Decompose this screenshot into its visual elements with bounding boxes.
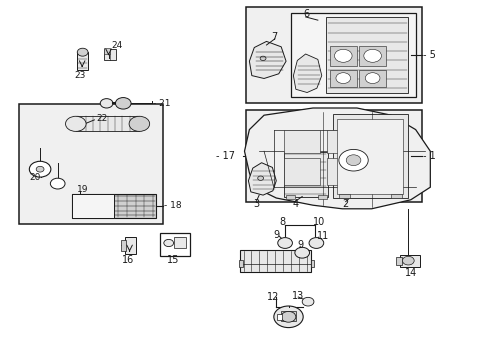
Bar (285, 195, 294, 199)
Bar (280, 311, 296, 321)
Circle shape (281, 311, 295, 322)
Circle shape (29, 161, 51, 177)
Circle shape (302, 297, 313, 306)
Circle shape (273, 306, 303, 328)
Text: 23: 23 (74, 71, 85, 80)
Bar (76, 116, 139, 131)
Bar (338, 194, 349, 198)
Bar (337, 119, 403, 194)
Bar (19, 104, 163, 224)
Text: 22: 22 (96, 114, 107, 122)
Circle shape (115, 98, 131, 109)
Bar (283, 152, 327, 197)
Bar (121, 240, 125, 251)
Circle shape (338, 149, 367, 171)
Text: 24: 24 (111, 41, 122, 50)
Text: 6: 6 (303, 9, 309, 19)
Polygon shape (293, 54, 321, 93)
Bar (326, 158, 365, 185)
Bar (310, 260, 314, 267)
Text: - 21: - 21 (153, 99, 170, 108)
Circle shape (65, 116, 86, 131)
Text: 4: 4 (292, 199, 298, 209)
Text: 8: 8 (279, 217, 285, 227)
Text: 20: 20 (29, 173, 41, 182)
Bar (359, 70, 386, 87)
Text: 3: 3 (253, 199, 260, 209)
Circle shape (260, 56, 265, 60)
Text: 11: 11 (316, 231, 328, 241)
Bar (325, 17, 407, 93)
Bar (359, 46, 386, 66)
Bar (283, 158, 320, 185)
Bar (77, 52, 88, 70)
Circle shape (257, 176, 263, 180)
Circle shape (129, 116, 149, 131)
Bar (277, 314, 282, 320)
Bar (238, 260, 242, 267)
Text: - 1: - 1 (422, 151, 435, 161)
Circle shape (77, 48, 88, 56)
Circle shape (334, 49, 351, 62)
Bar (326, 130, 365, 153)
Polygon shape (248, 163, 276, 195)
Circle shape (363, 49, 381, 62)
Bar (72, 194, 114, 218)
Bar (399, 255, 419, 267)
Text: 10: 10 (312, 217, 325, 227)
Bar (104, 48, 110, 54)
Text: 15: 15 (167, 255, 179, 265)
Bar (245, 110, 421, 202)
Polygon shape (244, 108, 429, 209)
Text: 2: 2 (342, 199, 348, 209)
Bar (390, 194, 401, 198)
Circle shape (365, 73, 379, 84)
Text: - 17: - 17 (215, 151, 234, 161)
Text: 9: 9 (273, 230, 280, 240)
Bar (317, 195, 326, 199)
Circle shape (36, 166, 44, 172)
Bar (173, 237, 185, 248)
Bar (283, 130, 320, 153)
Bar (296, 250, 307, 254)
Polygon shape (249, 41, 285, 78)
Bar (303, 300, 312, 303)
Bar (290, 13, 415, 97)
Bar (279, 240, 290, 244)
Text: - 18: - 18 (164, 202, 182, 210)
Text: 16: 16 (122, 255, 134, 265)
Text: 12: 12 (266, 292, 278, 302)
Circle shape (100, 99, 113, 108)
Bar (104, 49, 116, 60)
Bar (239, 250, 310, 272)
Circle shape (335, 73, 350, 84)
Circle shape (294, 247, 309, 258)
Bar (329, 70, 356, 87)
Text: 7: 7 (271, 32, 277, 42)
Text: - 5: - 5 (422, 50, 435, 60)
Bar (395, 257, 401, 265)
Bar (125, 237, 136, 254)
Text: 13: 13 (291, 291, 304, 301)
Bar (310, 240, 321, 244)
Circle shape (308, 238, 323, 248)
Text: 19: 19 (77, 185, 89, 194)
Bar (160, 233, 189, 256)
Text: 9: 9 (297, 240, 303, 250)
Bar (329, 46, 356, 66)
Bar (72, 194, 155, 218)
Circle shape (163, 239, 173, 247)
Circle shape (277, 238, 292, 248)
Text: 14: 14 (404, 267, 416, 278)
Bar (332, 114, 407, 198)
Circle shape (346, 155, 360, 166)
Circle shape (402, 256, 413, 265)
Circle shape (50, 178, 65, 189)
Bar (245, 7, 421, 103)
